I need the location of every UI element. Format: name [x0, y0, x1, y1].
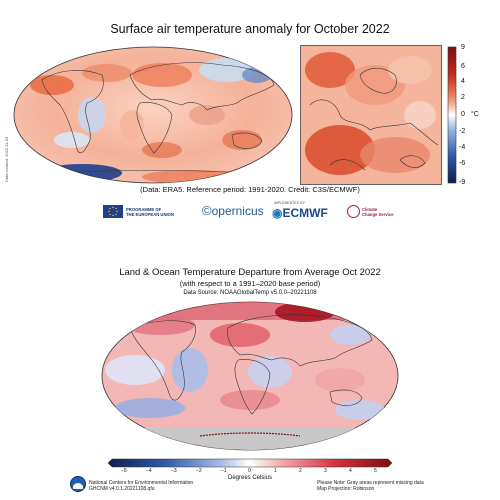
noaa-colorbar-label: Degrees Celsius [227, 475, 273, 481]
ecmwf-globe-icon: ◉ [272, 206, 283, 220]
colorbar-tick-neg9: -9 [459, 179, 466, 186]
noaa-map-subtitle: (with respect to a 1991–2020 base period… [179, 279, 321, 288]
implemented-by-text: IMPLEMENTED BY [274, 201, 305, 205]
noaa-colorbar [108, 458, 392, 468]
era5-colorbar [447, 46, 457, 184]
noaa-tick: −2 [196, 468, 202, 474]
noaa-tick: −4 [146, 468, 152, 474]
colorbar-unit: °C [471, 111, 479, 118]
era5-europe-inset [300, 45, 442, 185]
colorbar-tick-6: 6 [461, 63, 465, 70]
copernicus-c-icon: © [202, 203, 212, 218]
eu-line-1: PROGRAMME OF [126, 207, 162, 212]
colorbar-tick-9: 9 [461, 44, 465, 51]
noaa-global-map [101, 301, 399, 451]
ecmwf-logo: ◉ECMWF [272, 206, 328, 220]
noaa-logo-icon [70, 476, 86, 492]
noaa-tick: 4 [349, 468, 352, 474]
noaa-tick: 3 [324, 468, 327, 474]
projection-note: Map Projection: Robinson [317, 486, 375, 492]
noaa-colorbar-ticks: −5 −4 −3 −2 −1 0 1 2 3 4 5 [108, 468, 392, 476]
eu-flag-icon [103, 205, 123, 218]
copernicus-logo: ©opernicus [202, 203, 264, 218]
noaa-footer-left: National Centers for Environmental Infor… [89, 480, 193, 492]
colorbar-tick-neg4: -4 [459, 144, 466, 151]
c3s-text: Climate Change Service [362, 207, 393, 217]
eu-programme-text: PROGRAMME OF THE EUROPEAN UNION [126, 207, 174, 217]
c3s-line-1: Climate [362, 207, 378, 212]
noaa-footer-right: Please Note: Gray areas represent missin… [317, 480, 424, 492]
colorbar-tick-4: 4 [461, 78, 465, 85]
ncei-name: National Centers for Environmental Infor… [89, 480, 194, 486]
noaa-tick: −1 [221, 468, 227, 474]
noaa-tick: 5 [374, 468, 377, 474]
noaa-tick: 0 [248, 468, 251, 474]
ecmwf-text: ECMWF [282, 206, 328, 220]
date-created-label: Data created: 2022-11-03 [4, 136, 9, 182]
c3s-line-2: Change Service [362, 212, 394, 217]
colorbar-tick-2: 2 [461, 94, 465, 101]
missing-data-note: Please Note: Gray areas represent missin… [317, 480, 424, 486]
ghcnm-version: GHCNM v4.0.1.20221108.qfu [89, 486, 155, 492]
noaa-data-source: Data Source: NOAAGlobalTemp v5.0.0–20221… [183, 290, 317, 296]
colorbar-tick-neg6: -6 [459, 160, 466, 167]
noaa-map-title: Land & Ocean Temperature Departure from … [119, 267, 381, 278]
era5-global-map [13, 46, 293, 184]
eu-line-2: THE EUROPEAN UNION [126, 212, 174, 217]
colorbar-tick-0: 0 [461, 111, 465, 118]
noaa-tick: −3 [171, 468, 177, 474]
noaa-tick: −5 [121, 468, 127, 474]
colorbar-tick-neg2: -2 [459, 128, 466, 135]
copernicus-text: opernicus [211, 204, 264, 218]
top-map-title: Surface air temperature anomaly for Octo… [110, 22, 390, 36]
c3s-logo-icon [347, 205, 360, 218]
era5-credit: (Data: ERA5. Reference period: 1991-2020… [140, 185, 360, 194]
noaa-tick: 1 [274, 468, 277, 474]
noaa-tick: 2 [299, 468, 302, 474]
